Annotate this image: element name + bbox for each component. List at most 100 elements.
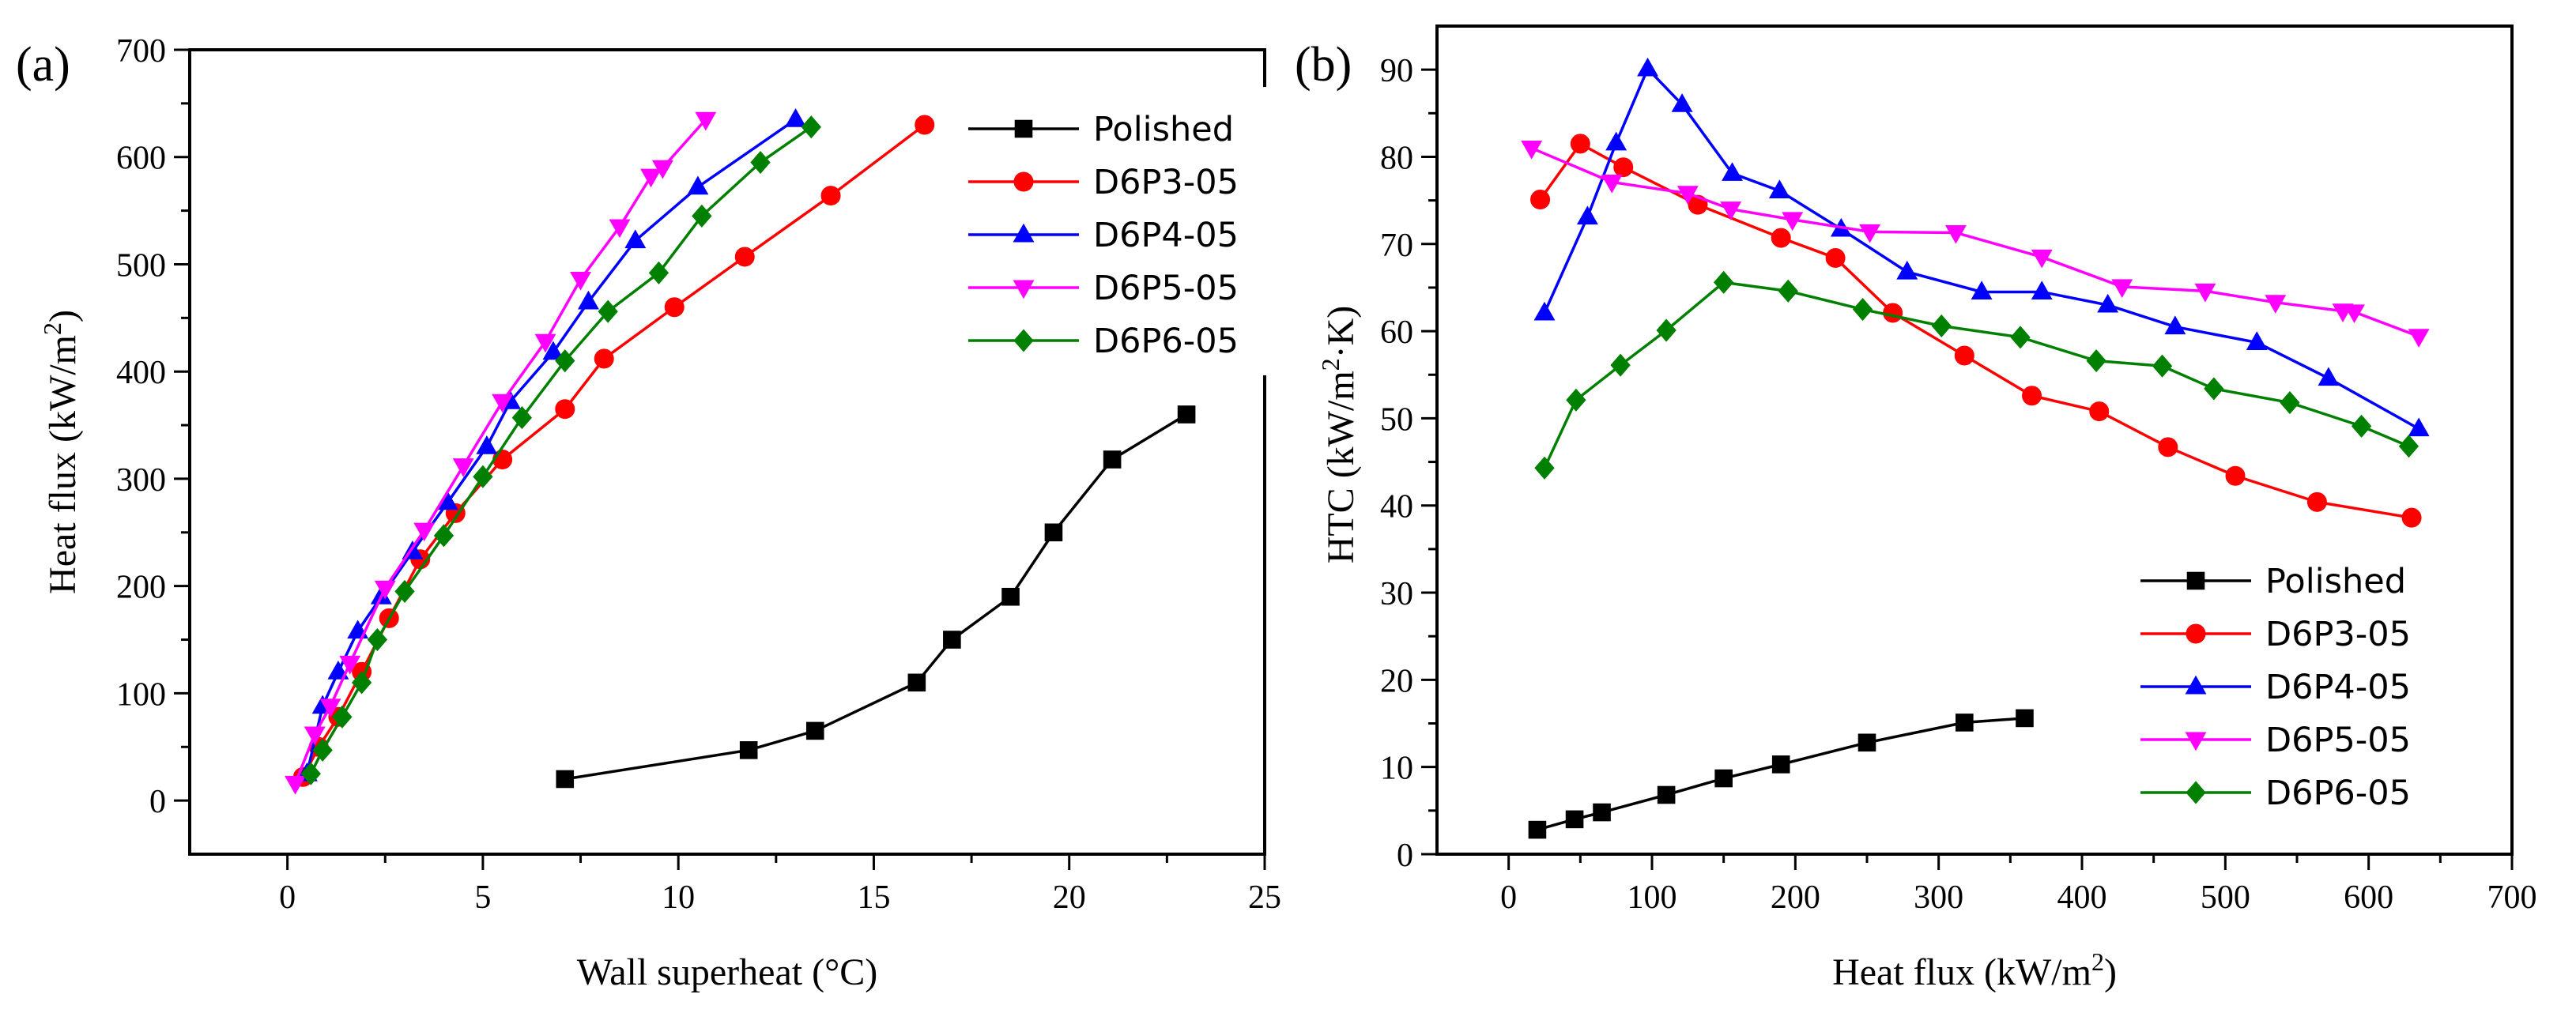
panel-b-x-tick-label: 600 xyxy=(2344,879,2393,916)
panel-a-y-label-end: ) xyxy=(42,310,84,322)
panel-b-data-point xyxy=(1944,224,1967,244)
panel-a-x-tick-label: 25 xyxy=(1248,879,1281,916)
panel-a-legend-marker xyxy=(1013,171,1034,192)
panel-b-data-point xyxy=(2086,349,2106,373)
panel-b-series-line xyxy=(1539,141,2412,519)
panel-b-data-point xyxy=(1825,247,1846,268)
panel-b-data-point xyxy=(1883,303,1903,323)
panel-a-legend-label: D6P6-05 xyxy=(1093,322,1239,361)
panel-a-data-point xyxy=(687,175,709,195)
panel-b-label: (b) xyxy=(1295,38,1352,92)
panel-a-data-point xyxy=(492,394,514,413)
panel-b-data-point xyxy=(2265,295,2287,314)
panel-a-series-line xyxy=(309,126,813,774)
panel-b-data-point xyxy=(1852,297,1873,322)
panel-b-legend-marker xyxy=(2185,732,2207,751)
panel-b-data-point xyxy=(2204,377,2224,401)
panel-a-label: (a) xyxy=(16,38,70,92)
panel-b-data-point xyxy=(2158,437,2178,458)
panel-b-data-point xyxy=(2097,293,2119,313)
panel-a-data-point xyxy=(594,348,614,369)
panel-a-data-point xyxy=(801,115,821,139)
panel-b-x-tick-label: 500 xyxy=(2201,879,2250,916)
panel-a-x-tick-label: 5 xyxy=(474,879,491,916)
panel-b-data-point xyxy=(1610,353,1631,377)
panel-b-legend-item: D6P5-05 xyxy=(2140,721,2411,760)
panel-b-legend-label: D6P4-05 xyxy=(2265,668,2411,707)
panel-b-x-label-end: ) xyxy=(2104,951,2117,993)
panel-a-series-4 xyxy=(300,115,821,785)
panel-b-legend-label: D6P5-05 xyxy=(2265,721,2411,760)
panel-b-legend-marker xyxy=(2185,675,2207,695)
panel-b-x-label-main: Heat flux (kW/m xyxy=(1832,951,2091,993)
panel-b-data-point xyxy=(1954,345,1974,366)
panel-a-data-point xyxy=(739,741,758,759)
panel-b-data-point xyxy=(2010,326,2031,349)
panel-b-y-label-sup: 2 xyxy=(1316,358,1345,371)
panel-a-series-line xyxy=(305,118,797,774)
panel-b-legend-label: D6P3-05 xyxy=(2265,615,2411,654)
panel-a-data-point xyxy=(452,458,474,477)
panel-a-data-point xyxy=(907,673,926,692)
panel-b-data-point xyxy=(1714,270,1734,294)
panel-a-legend-item: D6P4-05 xyxy=(968,216,1239,255)
panel-a-data-point xyxy=(1001,587,1020,606)
panel-b-series-line xyxy=(1543,281,2410,469)
panel-b-y-tick-label: 40 xyxy=(1380,489,1413,525)
panel-b-data-point xyxy=(2152,354,2173,378)
panel-b-data-point xyxy=(2022,386,2042,406)
panel-a-y-tick-label: 200 xyxy=(116,570,166,606)
panel-b-x-tick-label: 700 xyxy=(2487,879,2537,916)
panel-b-data-point xyxy=(2351,414,2372,438)
panel-a-y-axis-label: Heat flux (kW/m2) xyxy=(38,310,84,594)
panel-b-series-0 xyxy=(1528,709,2034,839)
panel-b-data-point xyxy=(1576,205,1598,225)
panel-b-data-point xyxy=(2031,281,2053,299)
panel-a: (a) 0 5 10 15 20 25 0 100 200 300 400 500 600 700 Pol… xyxy=(16,33,1281,993)
panel-a-series xyxy=(285,108,1196,795)
panel-b-data-point xyxy=(1714,769,1733,788)
panel-a-data-point xyxy=(805,721,824,740)
panel-a-data-point xyxy=(473,465,493,488)
panel-b-legend-marker xyxy=(2186,571,2205,590)
panel-b-x-tick-label: 400 xyxy=(2057,879,2107,916)
panel-b-data-point xyxy=(1566,388,1586,412)
panel-b-data-point xyxy=(2194,283,2216,303)
panel-b-legend-item: D6P6-05 xyxy=(2140,774,2411,813)
panel-b-data-point xyxy=(1956,714,1974,732)
panel-b-y-label-end: ·K) xyxy=(1320,306,1362,359)
panel-b-data-point xyxy=(1534,456,1555,480)
panel-a-legend-marker xyxy=(1014,119,1033,138)
panel-b-data-point xyxy=(2306,491,2327,512)
panel-a-data-point xyxy=(319,699,341,717)
panel-b-y-tick-label: 50 xyxy=(1380,401,1413,438)
panel-a-data-point xyxy=(351,671,372,695)
panel-a-data-point xyxy=(511,406,533,430)
panel-b-data-point xyxy=(1858,733,1876,752)
panel-b-y-tick-label: 80 xyxy=(1380,140,1413,176)
panel-b-data-point xyxy=(1768,179,1790,198)
panel-a-data-point xyxy=(413,522,436,542)
panel-a-data-point xyxy=(570,271,592,291)
panel-b-data-point xyxy=(1605,131,1627,151)
panel-a-y-tick-label: 400 xyxy=(116,355,166,391)
panel-a-data-point xyxy=(300,762,321,785)
panel-b-data-point xyxy=(1771,755,1790,774)
panel-a-data-point xyxy=(542,341,564,360)
panel-b-data-point xyxy=(1778,279,1798,303)
panel-b-data-point xyxy=(2111,279,2133,299)
panel-b-data-point xyxy=(1931,314,1952,338)
panel-b-data-point xyxy=(2164,315,2186,335)
panel-b-data-point xyxy=(2016,709,2034,728)
panel-a-x-axis-label: Wall superheat (°C) xyxy=(577,951,878,993)
panel-a-y-label-main: Heat flux (kW/m xyxy=(42,335,84,594)
panel-a-legend-label: D6P4-05 xyxy=(1093,216,1239,255)
panel-b-y-tick-label: 30 xyxy=(1380,576,1413,612)
panel-b-data-point xyxy=(1613,157,1634,178)
panel-b-y-tick-label: 20 xyxy=(1380,663,1413,699)
panel-a-x-tick-label: 0 xyxy=(279,879,296,916)
panel-b-series-2 xyxy=(1533,57,2430,437)
panel-b-x-tick-label: 100 xyxy=(1627,879,1677,916)
panel-a-data-point xyxy=(1044,523,1063,542)
